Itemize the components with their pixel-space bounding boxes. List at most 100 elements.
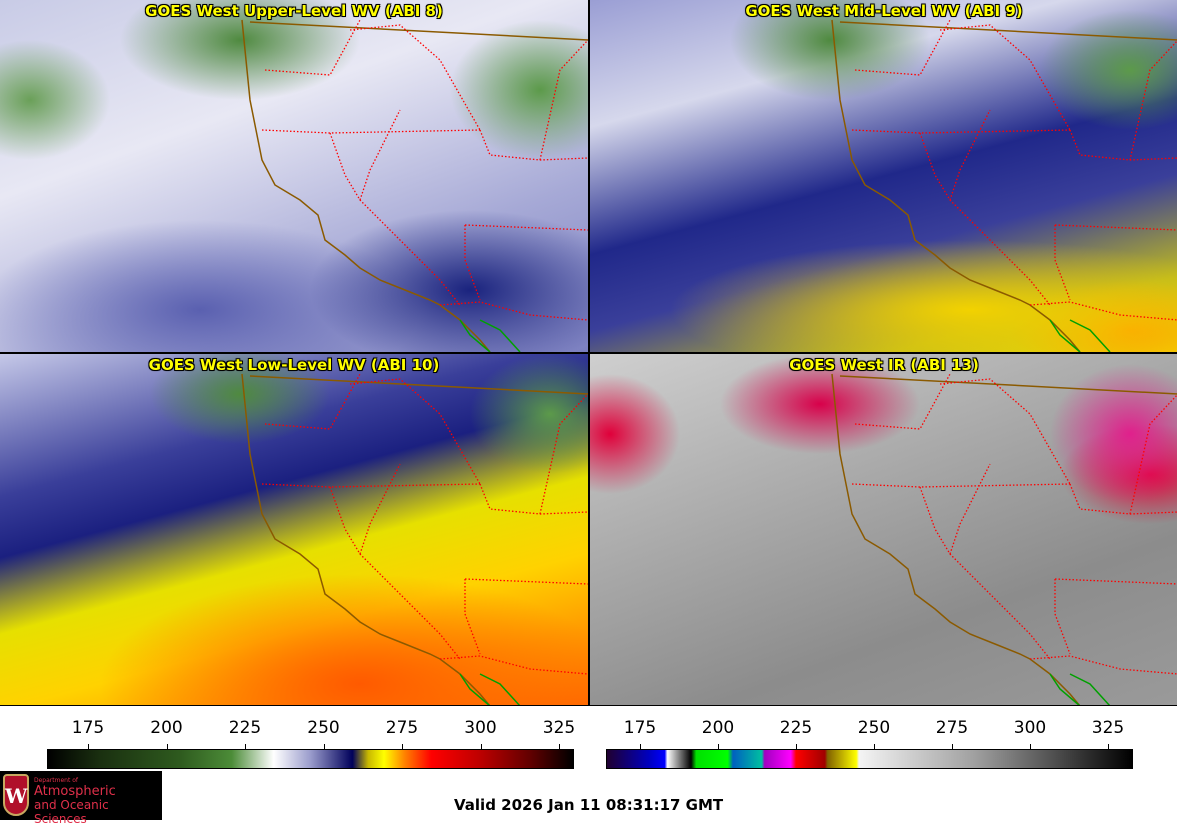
canada-border xyxy=(249,21,588,41)
colorbar-tick-label: 300 xyxy=(464,718,497,738)
colorbar-tick xyxy=(1108,744,1109,749)
state-border xyxy=(1054,224,1177,231)
panel-title: GOES West Mid-Level WV (ABI 9) xyxy=(745,2,1023,20)
logo-line: Atmospheric xyxy=(34,784,116,799)
map-overlay xyxy=(831,373,1177,706)
state-border xyxy=(1129,40,1177,161)
state-border xyxy=(939,378,1071,485)
divider xyxy=(0,705,1177,706)
state-border xyxy=(539,39,588,161)
state-border xyxy=(851,483,1071,488)
uw-crest-icon: W xyxy=(3,774,29,816)
colorbar-tick xyxy=(952,744,953,749)
state-border xyxy=(1069,129,1177,161)
colorbar-tick xyxy=(402,744,403,749)
mexico-coastline xyxy=(1049,673,1111,706)
state-border xyxy=(1129,394,1177,515)
state-border xyxy=(539,393,588,515)
ir-colorbar xyxy=(606,749,1133,769)
state-border xyxy=(1069,483,1177,515)
colorbar-tick xyxy=(245,744,246,749)
state-border xyxy=(919,132,1051,306)
state-border xyxy=(854,19,951,76)
state-border xyxy=(854,373,951,430)
panel-ir: GOES West IR (ABI 13) xyxy=(590,354,1177,706)
state-border xyxy=(1029,301,1177,321)
colorbar-tick xyxy=(88,744,89,749)
state-border xyxy=(329,132,461,306)
state-border xyxy=(359,463,401,555)
colorbar-tick xyxy=(166,744,168,749)
colorbar-tick xyxy=(640,744,641,749)
canada-border xyxy=(839,375,1177,395)
state-border xyxy=(479,483,588,515)
state-border xyxy=(329,486,461,660)
colorbar-tick xyxy=(323,744,325,749)
coastline xyxy=(831,373,1081,706)
logo-line: and Oceanic Sciences xyxy=(34,798,109,826)
mexico-coastline xyxy=(459,319,521,352)
coastline xyxy=(831,19,1081,352)
state-border xyxy=(261,483,481,488)
state-border xyxy=(939,24,1071,131)
state-border xyxy=(464,225,481,301)
logo-line: Department of xyxy=(34,777,78,784)
state-border xyxy=(349,378,481,485)
colorbar-tick-label: 275 xyxy=(385,718,419,738)
colorbar-tick-label: 300 xyxy=(1013,718,1047,738)
state-border xyxy=(1054,225,1071,301)
state-border xyxy=(261,129,481,134)
state-border xyxy=(919,486,1051,660)
colorbar-tick xyxy=(1030,744,1031,749)
colorbar-tick-label: 325 xyxy=(1091,718,1125,738)
colorbar-tick-label: 250 xyxy=(307,718,340,738)
state-border xyxy=(1029,655,1177,675)
colorbar-tick xyxy=(480,744,482,749)
mexico-coastline xyxy=(1049,319,1111,352)
canada-border xyxy=(249,375,588,395)
colorbar-tick-label: 250 xyxy=(857,718,891,738)
colorbar-tick-label: 200 xyxy=(701,718,735,738)
colorbar-tick-label: 200 xyxy=(150,718,183,738)
state-border xyxy=(264,373,361,430)
panel-title: GOES West IR (ABI 13) xyxy=(789,356,979,374)
wv-colorbar xyxy=(47,749,574,769)
panel-upper-level-wv: GOES West Upper-Level WV (ABI 8) xyxy=(0,0,588,352)
colorbar-tick xyxy=(874,744,875,749)
state-border xyxy=(949,109,991,201)
mexico-coastline xyxy=(459,673,521,706)
aos-logo: W Department of Atmospheric and Oceanic … xyxy=(0,771,162,826)
map-overlay xyxy=(831,19,1177,352)
panel-mid-level-wv: GOES West Mid-Level WV (ABI 9) xyxy=(590,0,1177,352)
state-border xyxy=(851,129,1071,134)
map-overlay xyxy=(241,19,588,352)
state-border xyxy=(359,109,401,201)
colorbar-tick xyxy=(796,744,797,749)
colorbar-tick-label: 275 xyxy=(935,718,969,738)
colorbar-tick-label: 175 xyxy=(71,718,105,738)
colorbar-tick xyxy=(718,744,719,749)
coastline xyxy=(241,19,491,352)
valid-time: Valid 2026 Jan 11 08:31:17 GMT xyxy=(454,796,724,814)
colorbar-tick-label: 225 xyxy=(228,718,262,738)
state-border xyxy=(464,578,588,585)
colorbar-tick xyxy=(559,744,560,749)
colorbar-tick-label: 175 xyxy=(623,718,657,738)
state-border xyxy=(439,655,588,675)
panel-title: GOES West Upper-Level WV (ABI 8) xyxy=(145,2,443,20)
state-border xyxy=(464,224,588,231)
canada-border xyxy=(839,21,1177,41)
state-border xyxy=(439,301,588,321)
state-border xyxy=(1054,579,1071,655)
state-border xyxy=(479,129,588,161)
divider xyxy=(588,0,590,706)
colorbar-tick-label: 225 xyxy=(779,718,813,738)
coastline xyxy=(241,373,491,706)
state-border xyxy=(1054,578,1177,585)
panel-low-level-wv: GOES West Low-Level WV (ABI 10) xyxy=(0,354,588,706)
map-overlay xyxy=(241,373,588,706)
state-border xyxy=(464,579,481,655)
colorbar-tick-label: 325 xyxy=(542,718,576,738)
state-border xyxy=(349,24,481,131)
panel-title: GOES West Low-Level WV (ABI 10) xyxy=(148,356,440,374)
